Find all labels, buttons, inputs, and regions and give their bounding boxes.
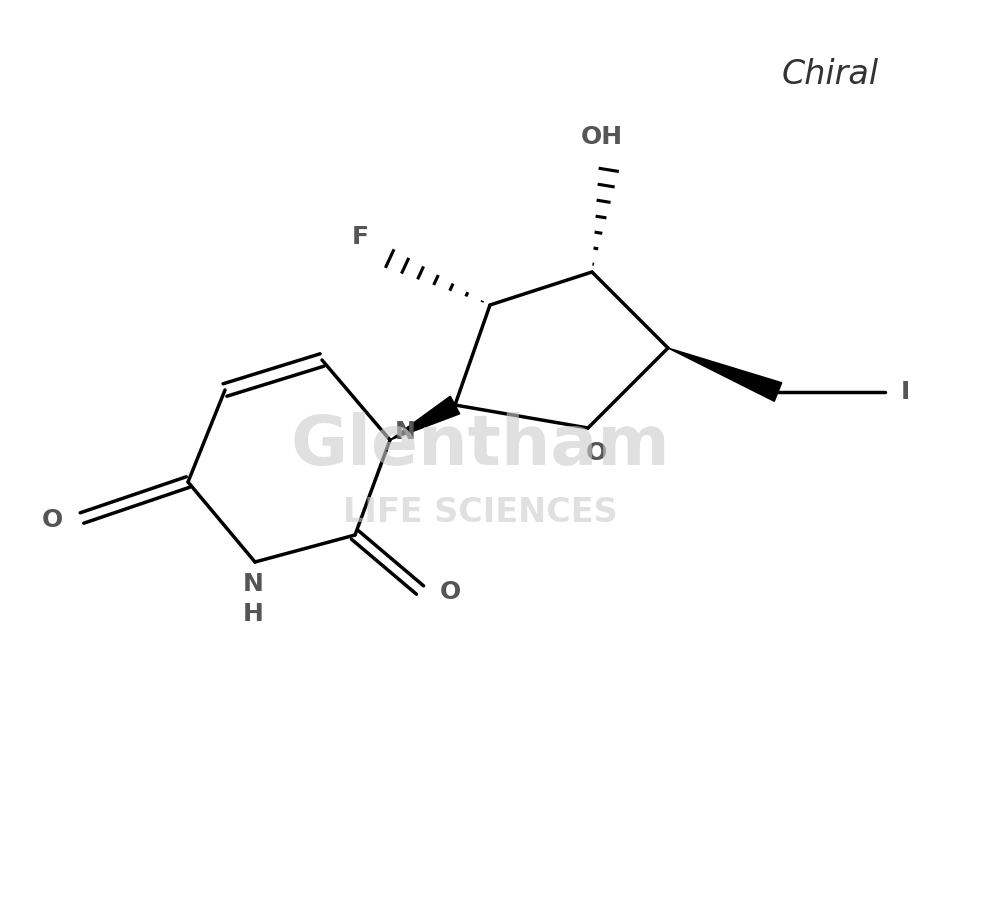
Text: N: N xyxy=(395,420,415,444)
Polygon shape xyxy=(668,348,782,401)
Text: H: H xyxy=(243,602,263,626)
Text: Chiral: Chiral xyxy=(781,58,879,92)
Text: O: O xyxy=(585,441,607,465)
Text: O: O xyxy=(41,508,63,532)
Text: Glentham: Glentham xyxy=(290,411,670,479)
Text: O: O xyxy=(439,580,461,604)
Text: I: I xyxy=(900,380,910,404)
Polygon shape xyxy=(390,396,460,440)
Text: OH: OH xyxy=(581,125,623,149)
Text: N: N xyxy=(243,572,263,596)
Text: F: F xyxy=(351,225,368,249)
Text: LIFE SCIENCES: LIFE SCIENCES xyxy=(343,496,617,528)
